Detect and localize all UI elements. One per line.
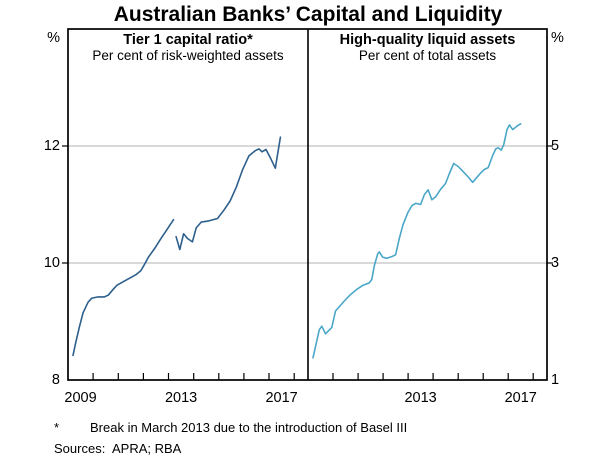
panel-title-hqla: High-quality liquid assets: [339, 32, 516, 48]
y-tick-label: 3: [551, 255, 560, 271]
x-tick-label: 2017: [504, 390, 537, 406]
chart-title: Australian Banks’ Capital and Liquidity: [113, 3, 503, 26]
panel-title-tier1-capital-ratio: Tier 1 capital ratio*: [123, 32, 253, 48]
high-quality-liquid-assets-line: [312, 123, 522, 359]
tier-1-capital-ratio-line: [72, 218, 175, 357]
tier-1-capital-ratio-line: [175, 136, 282, 251]
y-tick-label: 1: [551, 372, 560, 388]
chart-frame: [67, 28, 548, 381]
y-axis-unit-label: %: [47, 30, 60, 46]
y-axis-unit-label: %: [551, 30, 564, 46]
footnote-marker: *: [54, 420, 60, 435]
panel-subtitle-tier1: Per cent of risk-weighted assets: [92, 48, 284, 63]
y-tick-label: 5: [551, 138, 560, 154]
panel-subtitle-hqla: Per cent of total assets: [358, 48, 497, 63]
sources-value: APRA; RBA: [112, 441, 182, 456]
footnote-text: Break in March 2013 due to the introduct…: [90, 420, 408, 435]
x-tick-label: 2013: [164, 390, 198, 406]
y-tick-label: 10: [43, 255, 60, 271]
y-tick-label: 12: [43, 138, 60, 154]
x-tick-label: 2013: [404, 390, 437, 406]
y-tick-label: 8: [51, 372, 60, 388]
x-tick-label: 2009: [64, 390, 97, 406]
x-tick-label: 2017: [265, 390, 298, 406]
sources-label: Sources:: [54, 441, 106, 456]
